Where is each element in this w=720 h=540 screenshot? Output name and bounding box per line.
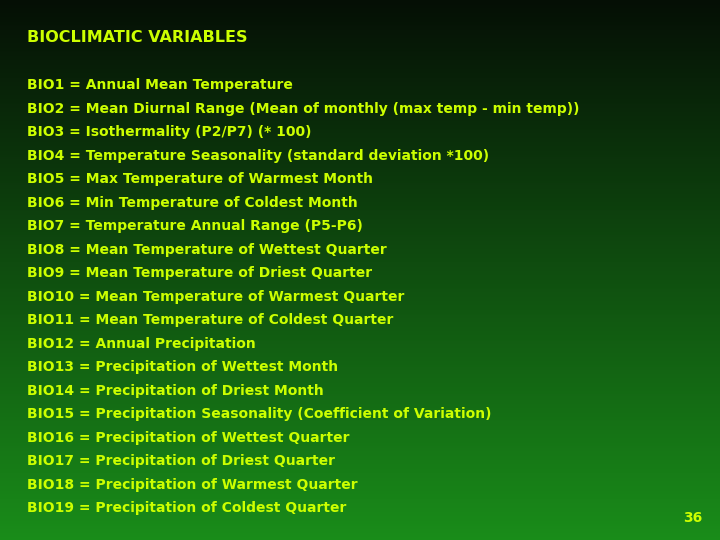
Text: BIO17 = Precipitation of Driest Quarter: BIO17 = Precipitation of Driest Quarter bbox=[27, 454, 336, 468]
Text: BIO12 = Annual Precipitation: BIO12 = Annual Precipitation bbox=[27, 337, 256, 350]
Text: BIO6 = Min Temperature of Coldest Month: BIO6 = Min Temperature of Coldest Month bbox=[27, 195, 358, 210]
Text: BIO2 = Mean Diurnal Range (Mean of monthly (max temp - min temp)): BIO2 = Mean Diurnal Range (Mean of month… bbox=[27, 102, 580, 116]
Text: BIO14 = Precipitation of Driest Month: BIO14 = Precipitation of Driest Month bbox=[27, 383, 324, 397]
Text: BIO15 = Precipitation Seasonality (Coefficient of Variation): BIO15 = Precipitation Seasonality (Coeff… bbox=[27, 407, 492, 421]
Text: BIO16 = Precipitation of Wettest Quarter: BIO16 = Precipitation of Wettest Quarter bbox=[27, 431, 350, 444]
Text: BIO19 = Precipitation of Coldest Quarter: BIO19 = Precipitation of Coldest Quarter bbox=[27, 501, 347, 515]
Text: BIO7 = Temperature Annual Range (P5-P6): BIO7 = Temperature Annual Range (P5-P6) bbox=[27, 219, 363, 233]
Text: 36: 36 bbox=[683, 511, 702, 525]
Text: BIO13 = Precipitation of Wettest Month: BIO13 = Precipitation of Wettest Month bbox=[27, 360, 338, 374]
Text: BIO9 = Mean Temperature of Driest Quarter: BIO9 = Mean Temperature of Driest Quarte… bbox=[27, 266, 372, 280]
Text: BIO5 = Max Temperature of Warmest Month: BIO5 = Max Temperature of Warmest Month bbox=[27, 172, 374, 186]
Text: BIOCLIMATIC VARIABLES: BIOCLIMATIC VARIABLES bbox=[27, 30, 248, 45]
Text: BIO10 = Mean Temperature of Warmest Quarter: BIO10 = Mean Temperature of Warmest Quar… bbox=[27, 289, 405, 303]
Text: BIO3 = Isothermality (P2/P7) (* 100): BIO3 = Isothermality (P2/P7) (* 100) bbox=[27, 125, 312, 139]
Text: BIO8 = Mean Temperature of Wettest Quarter: BIO8 = Mean Temperature of Wettest Quart… bbox=[27, 243, 387, 256]
Text: BIO18 = Precipitation of Warmest Quarter: BIO18 = Precipitation of Warmest Quarter bbox=[27, 477, 358, 491]
Text: BIO11 = Mean Temperature of Coldest Quarter: BIO11 = Mean Temperature of Coldest Quar… bbox=[27, 313, 394, 327]
Text: BIO4 = Temperature Seasonality (standard deviation *100): BIO4 = Temperature Seasonality (standard… bbox=[27, 149, 490, 163]
Text: BIO1 = Annual Mean Temperature: BIO1 = Annual Mean Temperature bbox=[27, 78, 293, 92]
